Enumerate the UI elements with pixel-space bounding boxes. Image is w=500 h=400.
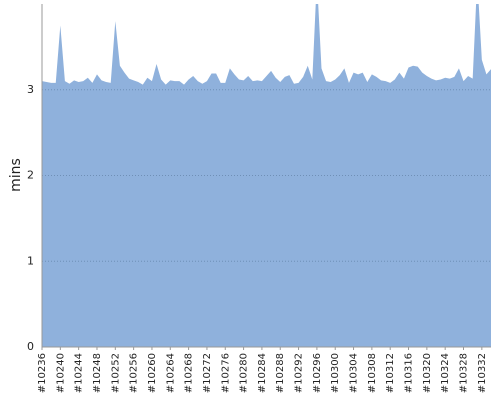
x-tick-label: #10236 — [37, 353, 48, 393]
y-tick-label: 3 — [27, 83, 34, 96]
x-tick-label: #10320 — [422, 353, 433, 393]
x-tick-label: #10256 — [129, 353, 140, 393]
x-tick-label: #10248 — [92, 353, 103, 393]
x-tick-label: #10280 — [239, 353, 250, 393]
y-tick-label: 0 — [27, 340, 34, 353]
x-tick-label: #10328 — [459, 353, 470, 393]
y-tick-label: 2 — [27, 169, 34, 182]
x-tick-label: #10264 — [165, 353, 176, 393]
x-tick-label: #10260 — [147, 353, 158, 393]
x-tick-label: #10284 — [257, 353, 268, 393]
x-tick-label: #10332 — [477, 353, 488, 393]
x-tick-label: #10292 — [294, 353, 305, 393]
y-tick-label: 1 — [27, 254, 34, 267]
x-tick-label: #10316 — [404, 353, 415, 393]
x-tick-label: #10300 — [330, 353, 341, 393]
x-tick-label: #10240 — [55, 353, 66, 393]
x-tick-label: #10268 — [184, 353, 195, 393]
area — [42, 4, 491, 347]
x-tick-label: #10276 — [220, 353, 231, 393]
x-tick-label: #10252 — [110, 353, 121, 393]
x-tick-label: #10324 — [440, 353, 451, 393]
x-tick-label: #10288 — [275, 353, 286, 393]
x-tick-label: #10304 — [349, 353, 360, 393]
x-tick-label: #10296 — [312, 353, 323, 393]
x-tick-label: #10244 — [74, 353, 85, 393]
x-tick-label: #10308 — [367, 353, 378, 393]
y-axis-label: mins — [8, 158, 24, 192]
x-tick-label: #10272 — [202, 353, 213, 393]
x-tick-label: #10312 — [385, 353, 396, 393]
